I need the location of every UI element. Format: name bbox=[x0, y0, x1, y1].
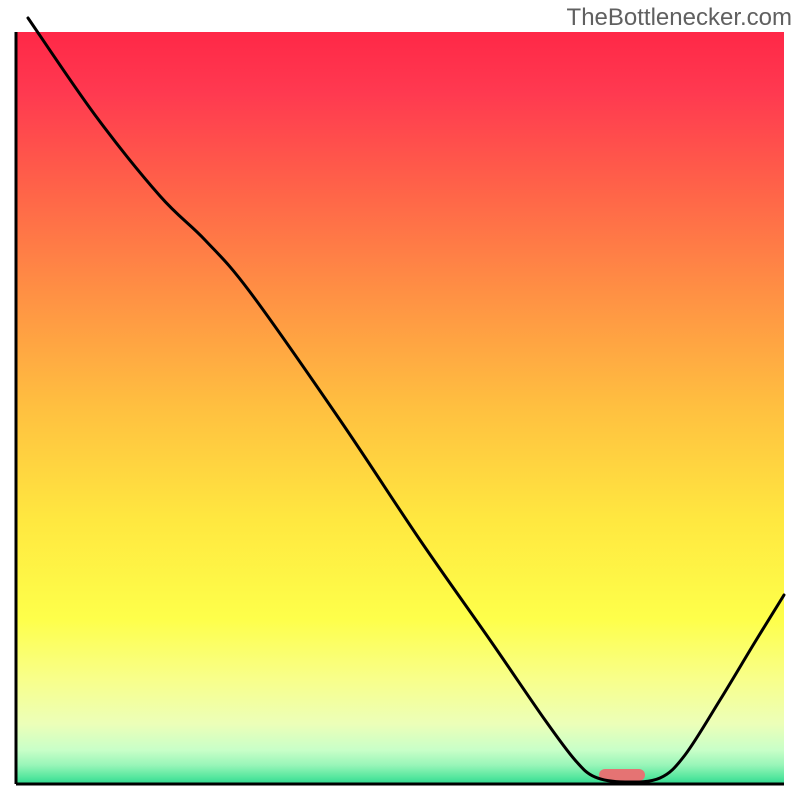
gradient-background bbox=[16, 32, 784, 784]
bottleneck-chart bbox=[0, 0, 800, 800]
watermark-text: TheBottlenecker.com bbox=[567, 4, 792, 32]
chart-svg bbox=[0, 0, 800, 800]
